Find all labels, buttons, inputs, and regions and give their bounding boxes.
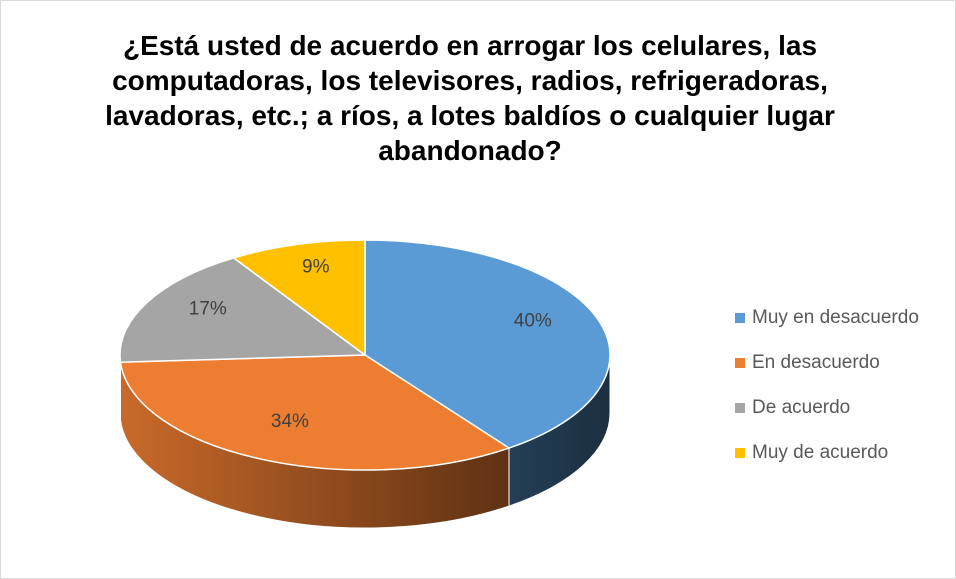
pie-slice	[232, 239, 366, 357]
data-label: 9%	[302, 257, 330, 278]
pie-slice	[119, 354, 511, 471]
legend-swatch	[735, 358, 745, 368]
legend-swatch	[735, 448, 745, 458]
legend-label: Muy de acuerdo	[752, 442, 888, 463]
data-label: 17%	[189, 298, 227, 319]
pie-slice	[119, 257, 368, 363]
legend-label: En desacuerdo	[752, 352, 880, 373]
pie-slice	[364, 239, 611, 449]
legend-swatch	[735, 313, 745, 323]
legend-label: Muy en desacuerdo	[752, 307, 919, 328]
data-label: 40%	[514, 310, 552, 331]
chart-title: ¿Está usted de acuerdo en arrogar los ce…	[105, 30, 835, 166]
legend-swatch	[735, 403, 745, 413]
legend-label: De acuerdo	[752, 397, 850, 418]
data-label: 34%	[271, 411, 309, 432]
